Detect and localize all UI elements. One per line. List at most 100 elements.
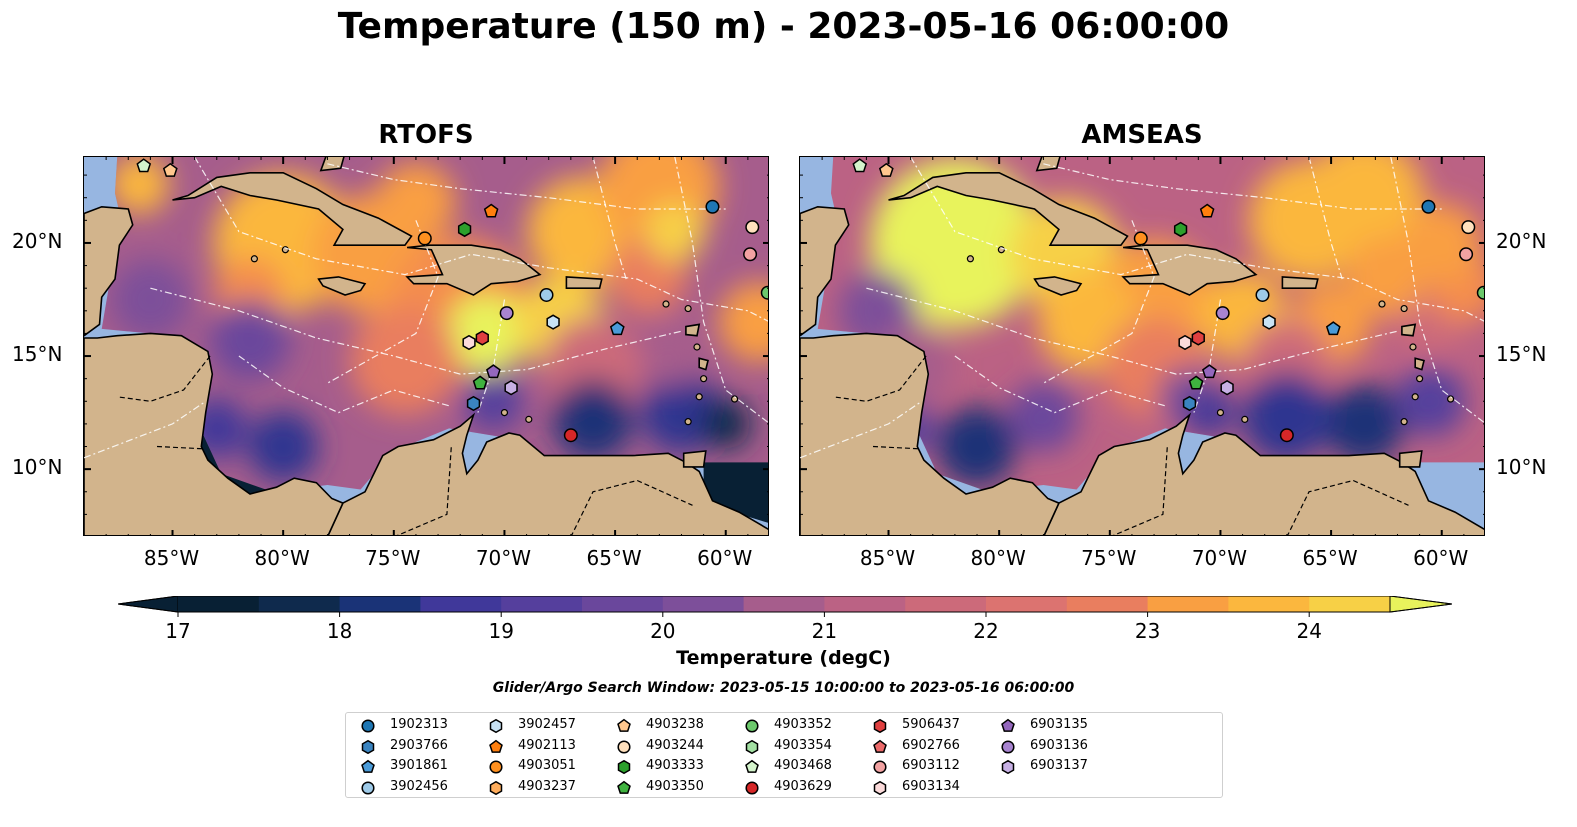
float-marker-3902456 [1255,287,1270,302]
colorbar-segment [1228,596,1310,612]
colorbar-extend-min [118,596,179,613]
legend-marker [489,780,503,795]
legend-label: 4903352 [774,717,832,732]
legend-label: 4903354 [774,737,832,753]
land-sa [1043,412,1484,535]
map-rtofs [84,157,768,535]
land-bahamas [319,157,345,172]
land-ca [800,332,1060,535]
panel-title-amseas: AMSEAS [1081,120,1203,150]
float-marker-4903333 [457,221,472,238]
float-marker-3902457 [1262,314,1276,330]
float-marker-4903629 [1279,428,1294,443]
legend-pentagon-icon [873,739,887,753]
lon-label: 70°W [1191,546,1248,570]
legend-label: 3902456 [390,778,448,794]
land-yuc [84,205,134,337]
legend-label: 4903244 [646,737,704,753]
legend-pentagon-icon [1001,718,1015,732]
legend-marker [361,759,375,773]
legend-hexagon-icon [489,780,503,795]
legend-circle-icon [361,780,375,795]
colorbar-segment [743,596,825,612]
float-marker-4903468 [136,158,152,173]
legend-circle-icon [873,760,887,774]
float-marker-6903137 [1220,380,1234,396]
legend-pentagon-icon [361,759,375,773]
land-jam [1033,276,1083,296]
colorbar-extend-max [1389,596,1452,613]
lon-label: 60°W [697,546,753,570]
land-jam [317,276,367,296]
legend-label: 4903237 [518,778,576,794]
float-marker-4903352 [1476,285,1484,300]
land-ca [84,332,344,535]
land-guad [685,323,701,337]
float-marker-4903244 [1461,220,1476,235]
legend-marker [489,760,503,774]
lon-label: 85°W [859,546,916,570]
colorbar-tick-label: 23 [1135,619,1160,643]
land-mart [698,357,709,371]
float-marker-6903134 [1178,334,1192,351]
legend-circle-icon [1001,739,1015,754]
legend-label: 4903629 [774,778,832,794]
lon-label: 65°W [586,546,642,570]
float-marker-6903137 [504,380,518,396]
float-marker-4903051 [417,231,432,246]
map-amseas [800,157,1484,535]
colorbar-segment [1066,596,1149,612]
float-marker-4903238 [162,162,178,177]
float-marker-6903112 [1459,247,1474,262]
land-guad [1401,323,1417,337]
colorbar-segment [501,596,583,612]
legend-circle-icon [617,739,631,754]
legend-label: 3901861 [390,758,448,773]
lon-label: 75°W [365,546,421,570]
float-marker-4903350 [472,375,488,390]
land-hisp [1121,244,1258,296]
figure-title: Temperature (150 m) - 2023-05-16 06:00:0… [337,6,1230,47]
colorbar-tick-label: 18 [327,619,352,643]
legend-circle-icon [361,719,375,733]
float-marker-4903350 [1188,375,1204,390]
legend-label: 4902113 [518,737,576,753]
land-cuba [172,172,413,246]
legend-marker [489,718,503,734]
lon-label: 60°W [1413,546,1469,570]
lon-label: 80°W [970,546,1026,570]
float-marker-6903136 [499,306,514,321]
legend-marker [361,719,375,733]
legend-hexagon-icon [873,718,887,734]
float-marker-5906437 [1191,330,1205,346]
colorbar-tick-label: 19 [488,619,513,643]
search-window-text: Glider/Argo Search Window: 2023-05-15 10… [492,680,1075,696]
lat-label-right: 15°N [1496,342,1547,367]
legend-label: 4903333 [646,758,704,773]
lat-label-right: 20°N [1496,228,1547,253]
legend-label: 4903350 [646,778,704,794]
lon-label: 85°W [143,546,200,570]
land-pr [565,276,603,289]
legend-label: 5906437 [902,717,960,732]
colorbar-segment [582,596,664,612]
lat-label-left: 20°N [12,228,63,253]
land-yuc [800,205,850,337]
legend-marker [745,739,759,754]
legend-label: 6903137 [1030,758,1088,773]
float-marker-4902113 [483,203,499,218]
colorbar-tick-label: 21 [812,619,837,643]
colorbar-label: Temperature (degC) [676,647,891,669]
colorbar-segment [986,596,1068,612]
legend-label: 6903136 [1030,737,1088,753]
legend-marker [1001,718,1015,732]
lon-label: 70°W [475,546,532,570]
colorbar-tick-label: 24 [1296,619,1321,643]
float-marker-6903136 [1215,306,1230,321]
float-marker-1902313 [705,199,720,214]
legend-marker [873,718,887,734]
legend-marker [617,759,631,775]
legend-marker [617,739,631,754]
legend-label: 6903135 [1030,717,1088,732]
legend-hexagon-icon [745,739,759,754]
